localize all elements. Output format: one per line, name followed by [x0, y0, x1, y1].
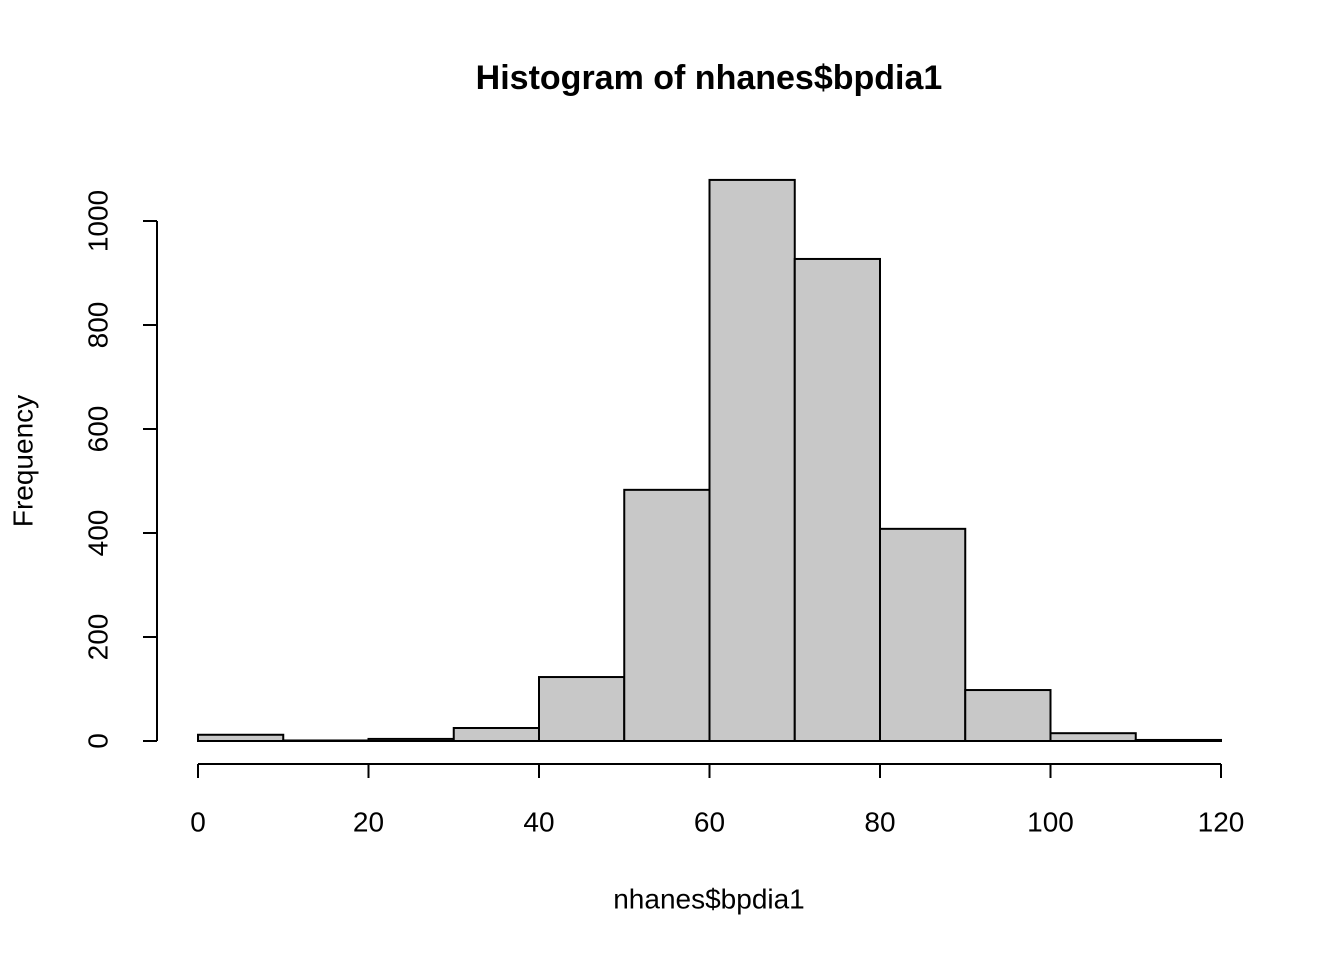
bar [879, 527, 967, 743]
y-tick-label: 1000 [82, 190, 113, 252]
x-tick-label: 40 [523, 806, 554, 837]
y-tick-label: 800 [82, 302, 113, 349]
x-tick-label: 100 [1027, 806, 1074, 837]
y-axis-label: Frequency [7, 395, 38, 527]
bar [623, 488, 711, 742]
bar [793, 257, 881, 742]
y-tick-label: 0 [82, 733, 113, 749]
x-tick-label: 120 [1198, 806, 1245, 837]
x-axis-label: nhanes$bpdia1 [613, 883, 805, 914]
bar [708, 178, 796, 743]
x-tick-label: 60 [694, 806, 725, 837]
bar [282, 739, 370, 742]
bar [367, 737, 455, 742]
y-tick-label: 400 [82, 510, 113, 557]
x-tick-label: 80 [864, 806, 895, 837]
y-tick-label: 600 [82, 406, 113, 453]
bar [1049, 732, 1137, 743]
x-tick-label: 20 [353, 806, 384, 837]
x-tick-label: 0 [190, 806, 206, 837]
bar [538, 676, 626, 742]
bar [1134, 738, 1222, 743]
bar [964, 689, 1052, 742]
chart-title: Histogram of nhanes$bpdia1 [476, 59, 943, 97]
bar [197, 733, 285, 743]
bar [452, 727, 540, 742]
y-tick-label: 200 [82, 614, 113, 661]
